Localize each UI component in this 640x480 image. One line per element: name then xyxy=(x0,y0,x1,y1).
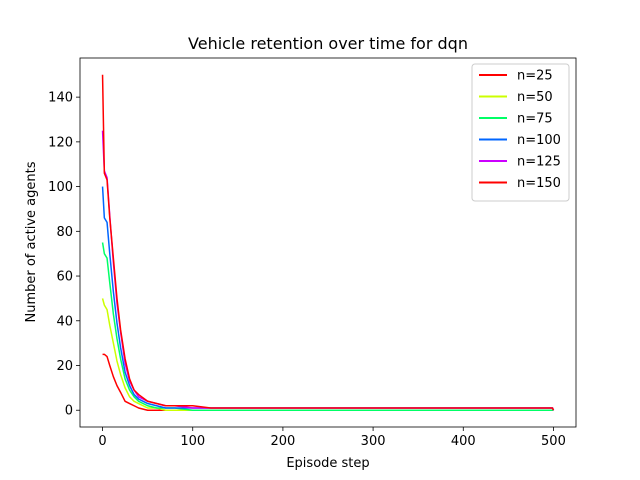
x-tick-label: 0 xyxy=(98,434,106,449)
y-tick-label: 60 xyxy=(56,270,73,285)
y-tick-label: 120 xyxy=(48,135,73,150)
chart-title: Vehicle retention over time for dqn xyxy=(188,34,468,53)
x-axis: 0 100 200 300 400 500 xyxy=(98,427,566,449)
legend-label: n=100 xyxy=(517,133,561,148)
x-tick-label: 300 xyxy=(361,434,386,449)
legend-label: n=25 xyxy=(517,69,553,84)
plot-area xyxy=(79,57,577,428)
legend-label: n=75 xyxy=(517,112,553,127)
series-line-n-75 xyxy=(101,242,554,411)
x-tick-label: 200 xyxy=(270,434,295,449)
legend: n=25 n=50 n=75 n=100 n=125 n=150 xyxy=(471,63,570,202)
legend-label: n=125 xyxy=(517,155,561,170)
x-tick-label: 400 xyxy=(451,434,476,449)
y-tick-label: 40 xyxy=(56,314,73,329)
y-tick-label: 100 xyxy=(48,180,73,195)
x-axis-label: Episode step xyxy=(286,456,369,471)
x-tick-label: 100 xyxy=(180,434,205,449)
y-tick-label: 20 xyxy=(56,359,73,374)
y-tick-label: 80 xyxy=(56,225,73,240)
legend-box xyxy=(471,63,570,202)
y-tick-label: 140 xyxy=(48,91,73,106)
legend-label: n=150 xyxy=(517,176,561,191)
legend-label: n=50 xyxy=(517,90,553,105)
y-axis: 0 20 40 60 80 100 120 140 xyxy=(48,91,80,419)
axes-frame xyxy=(79,57,577,428)
x-tick-label: 500 xyxy=(541,434,566,449)
y-tick-label: 0 xyxy=(65,404,73,419)
series-line-n-150 xyxy=(101,74,555,411)
y-axis-label: Number of active agents xyxy=(24,161,39,322)
